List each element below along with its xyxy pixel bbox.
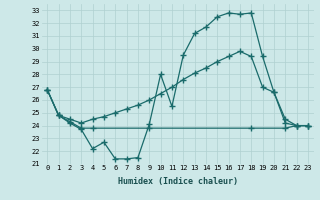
X-axis label: Humidex (Indice chaleur): Humidex (Indice chaleur) (118, 177, 237, 186)
